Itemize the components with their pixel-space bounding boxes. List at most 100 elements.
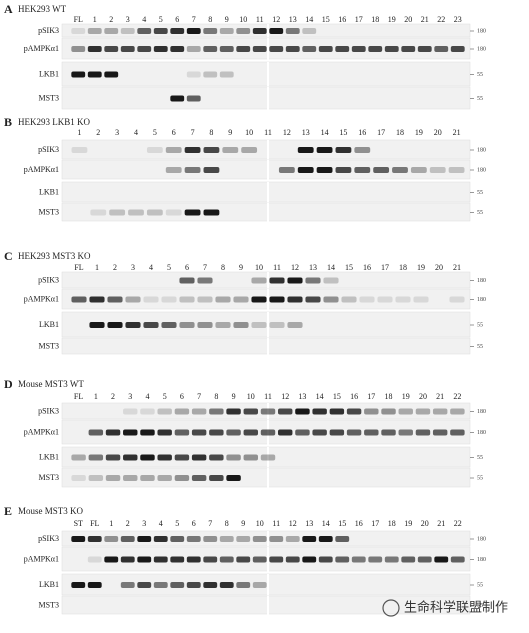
band — [186, 536, 201, 542]
band — [226, 429, 241, 436]
band — [191, 475, 207, 481]
band — [174, 429, 190, 436]
band — [450, 46, 465, 52]
band — [364, 429, 379, 436]
band — [243, 408, 259, 415]
band — [179, 296, 195, 303]
blot-strip — [61, 446, 471, 468]
lane-label: 3 — [128, 392, 132, 401]
lane-label: 20 — [419, 392, 427, 401]
band — [364, 408, 379, 415]
band — [186, 556, 201, 563]
band — [318, 536, 333, 542]
band — [346, 408, 362, 415]
band — [377, 296, 393, 303]
band — [153, 28, 168, 34]
lane-label: 6 — [192, 519, 196, 528]
band — [165, 167, 182, 173]
lane-label: 21 — [421, 15, 429, 24]
row-label: pSIK3 — [38, 534, 59, 543]
band — [318, 46, 333, 52]
band — [71, 147, 88, 153]
band — [302, 28, 317, 34]
band — [179, 322, 195, 328]
band — [335, 556, 350, 563]
band — [170, 582, 185, 588]
band — [368, 46, 383, 52]
lane-label: 19 — [388, 15, 396, 24]
band — [252, 28, 267, 34]
size-marker: 180 — [477, 536, 486, 542]
lane-label: 14 — [322, 519, 330, 528]
size-marker: 180 — [477, 430, 486, 436]
lane-label: 10 — [247, 392, 255, 401]
blot-strip — [61, 181, 471, 203]
lane-label: 21 — [437, 519, 445, 528]
band — [335, 46, 350, 52]
band — [120, 46, 135, 52]
lane-label: 18 — [371, 15, 379, 24]
band — [432, 429, 448, 436]
band — [219, 582, 234, 588]
row-label: pSIK3 — [38, 26, 59, 35]
band — [329, 429, 345, 436]
band — [157, 408, 172, 415]
band — [316, 147, 333, 153]
band — [137, 28, 152, 34]
lane-label: 9 — [232, 392, 236, 401]
lane-label: 11 — [256, 15, 264, 24]
band — [219, 71, 234, 78]
size-marker: 180 — [477, 278, 486, 284]
watermark-icon — [382, 599, 400, 617]
band — [323, 296, 339, 303]
blot-strip — [61, 86, 471, 110]
band — [87, 582, 102, 588]
band — [71, 475, 86, 481]
band — [219, 28, 234, 34]
lane-label: 15 — [322, 15, 330, 24]
lane-label: 5 — [167, 263, 171, 272]
band — [107, 296, 123, 303]
band — [413, 296, 429, 303]
size-marker: 55 — [477, 582, 483, 588]
band — [203, 28, 218, 34]
panel-title: Mouse MST3 KO — [18, 506, 84, 516]
band — [174, 475, 190, 481]
band — [450, 556, 465, 563]
lane-label: 20 — [421, 519, 429, 528]
band — [215, 322, 231, 328]
band — [153, 536, 168, 542]
blot-strip — [61, 337, 471, 355]
lane-label: 2 — [109, 15, 113, 24]
lane-label: 8 — [208, 15, 212, 24]
band — [219, 536, 234, 542]
band — [252, 536, 267, 542]
lane-label: 14 — [305, 15, 313, 24]
row-label: MST3 — [39, 93, 59, 102]
lane-label: FL — [74, 15, 83, 24]
lane-label: 11 — [264, 128, 272, 137]
band — [104, 536, 119, 542]
row-label: MST3 — [39, 207, 59, 216]
lane-label: 20 — [435, 263, 443, 272]
band — [123, 475, 138, 481]
band — [71, 536, 86, 542]
blot-strip — [61, 159, 471, 180]
band — [165, 147, 182, 153]
band — [351, 46, 366, 52]
lane-label: 12 — [291, 263, 299, 272]
lane-label: 17 — [381, 263, 389, 272]
size-marker: 180 — [477, 28, 486, 34]
band — [287, 322, 303, 328]
band — [89, 322, 105, 328]
lane-label: 13 — [298, 392, 306, 401]
band — [87, 556, 102, 563]
band — [381, 429, 396, 436]
band — [123, 429, 138, 436]
lane-label: 23 — [454, 15, 462, 24]
size-marker: 55 — [477, 344, 483, 350]
band — [252, 582, 267, 588]
lane-label: FL — [74, 392, 83, 401]
panel-letter: A — [4, 2, 13, 16]
